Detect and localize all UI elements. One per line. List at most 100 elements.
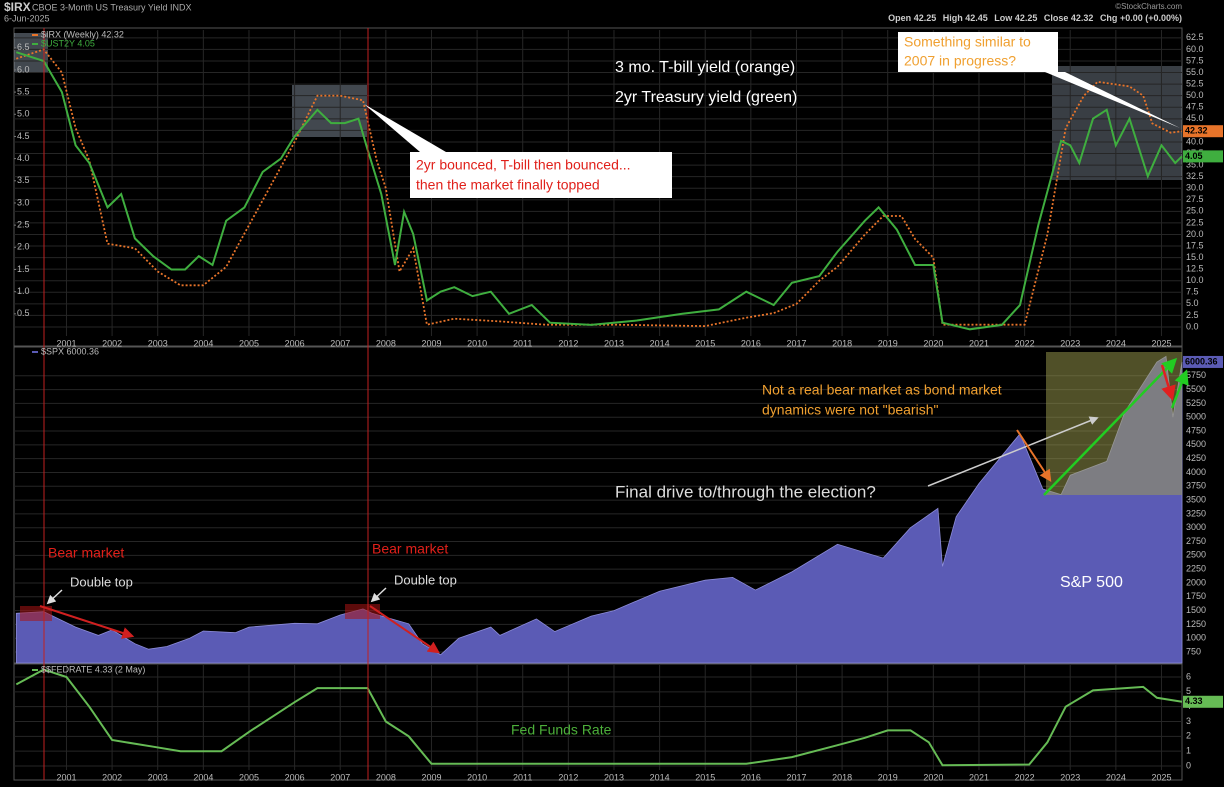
stats: Open 42.25 High 42.45 Low 42.25 Close 42… xyxy=(888,13,1182,23)
x-tick-label: 2015 xyxy=(695,772,715,782)
last-value-label: 4.05 xyxy=(1185,151,1203,161)
x-tick-label: 2024 xyxy=(1106,338,1126,348)
callout-pointer xyxy=(364,104,446,152)
y-tick-label: 5750 xyxy=(1186,370,1206,380)
x-tick-label: 2011 xyxy=(513,772,532,782)
x-tick-label: 2006 xyxy=(285,338,305,348)
highlight-box xyxy=(292,85,367,137)
callout-box xyxy=(898,32,1058,72)
plot: 2001 2002 2003 2004 2005 2006 2007 2008 2009 2010… xyxy=(14,30,1206,782)
stat-value: 42.25 xyxy=(914,13,937,23)
y-tick-label: 12.5 xyxy=(1186,264,1204,274)
x-tick-label: 2018 xyxy=(832,772,852,782)
y-tick-label: 1000 xyxy=(1186,633,1206,643)
symbol: $IRX xyxy=(4,0,31,14)
x-tick-label: 2001 xyxy=(56,772,76,782)
y-tick-label: 2 xyxy=(1186,731,1191,741)
x-tick-label: 2007 xyxy=(330,338,350,348)
stat-label: Close xyxy=(1044,13,1069,23)
annotation: Double top xyxy=(394,572,457,587)
y-tick-label: 0.5 xyxy=(17,308,30,318)
y-tick-label: 1500 xyxy=(1186,605,1206,615)
last-value-label: 6000.36 xyxy=(1185,356,1218,366)
last-value-label: 4.33 xyxy=(1185,696,1203,706)
annotations: 42.32 $IRX (Weekly) 42.32 4.05 $UST2Y 4.05 3… xyxy=(32,29,1223,738)
x-tick-label: 2009 xyxy=(421,772,441,782)
x-tick-label: 2017 xyxy=(786,338,806,348)
x-tick-label: 2010 xyxy=(467,338,487,348)
y-tick-label: 0.0 xyxy=(1186,321,1199,331)
annotation: 3 mo. T-bill yield (orange) xyxy=(615,59,795,76)
y-tick-label: 750 xyxy=(1186,646,1201,656)
annotation: Fed Funds Rate xyxy=(511,722,612,738)
y-tick-label: 3500 xyxy=(1186,494,1206,504)
legend-label: $SPX 6000.36 xyxy=(41,346,99,356)
annotation: then the market finally topped xyxy=(416,177,600,193)
arrow xyxy=(46,589,63,605)
y-tick-label: 30.0 xyxy=(1186,183,1204,193)
y-tick-label: 3.5 xyxy=(17,175,30,185)
x-tick-label: 2022 xyxy=(1015,772,1035,782)
y-tick-label: 3250 xyxy=(1186,508,1206,518)
x-tick-label: 2006 xyxy=(285,772,305,782)
annotation: Final drive to/through the election? xyxy=(615,482,876,501)
y-tick-label: 3000 xyxy=(1186,522,1206,532)
x-tick-label: 2009 xyxy=(421,338,441,348)
y-tick-label: 40.0 xyxy=(1186,136,1204,146)
last-value-box xyxy=(1183,695,1223,708)
legend-label: $$FEDRATE 4.33 (2 May) xyxy=(41,664,145,674)
y-tick-label: 2.5 xyxy=(1186,310,1199,320)
x-tick-label: 2002 xyxy=(102,338,122,348)
y-tick-label: 10.0 xyxy=(1186,275,1204,285)
x-tick-label: 2004 xyxy=(193,772,213,782)
x-tick-label: 2016 xyxy=(741,338,761,348)
stat-label: Open xyxy=(888,13,911,23)
y-tick-label: 60.0 xyxy=(1186,44,1204,54)
x-tick-label: 2024 xyxy=(1106,772,1126,782)
callout-pointer xyxy=(1045,72,1180,128)
annotation: S&P 500 xyxy=(1060,574,1123,591)
arrow xyxy=(369,605,440,654)
x-tick-label: 2011 xyxy=(513,338,532,348)
y-tick-label: 20.0 xyxy=(1186,229,1204,239)
x-tick-label: 2021 xyxy=(969,338,989,348)
annotation: 2007 in progress? xyxy=(904,53,1016,69)
y-tick-label: 2750 xyxy=(1186,536,1206,546)
x-tick-label: 2016 xyxy=(741,772,761,782)
x-tick-label: 2020 xyxy=(923,338,943,348)
last-value-box xyxy=(1183,355,1223,368)
stat-label: Low xyxy=(994,13,1013,23)
y-tick-label: 4.5 xyxy=(17,131,30,141)
overlays xyxy=(20,28,1189,780)
x-tick-label: 2025 xyxy=(1151,772,1171,782)
x-tick-label: 2017 xyxy=(786,772,806,782)
panel-frame xyxy=(13,27,1183,347)
y-tick-label: 3750 xyxy=(1186,481,1206,491)
annotation: 2yr Treasury yield (green) xyxy=(615,89,797,106)
x-tick-label: 2003 xyxy=(148,772,168,782)
y-tick-label: 2250 xyxy=(1186,564,1206,574)
x-tick-label: 2013 xyxy=(604,772,624,782)
y-tick-label: 3.0 xyxy=(17,197,30,207)
y-tick-label: 15.0 xyxy=(1186,252,1204,262)
series-line xyxy=(15,51,1183,331)
annotation: 2yr bounced, T-bill then bounced... xyxy=(416,157,631,173)
y-tick-label: 1.0 xyxy=(17,286,30,296)
y-tick-label: 1750 xyxy=(1186,591,1206,601)
x-tick-label: 2004 xyxy=(193,338,213,348)
legend-label: $UST2Y 4.05 xyxy=(41,38,95,48)
x-tick-label: 2010 xyxy=(467,772,487,782)
x-tick-label: 2014 xyxy=(650,772,670,782)
y-tick-label: 5.0 xyxy=(1186,298,1199,308)
y-tick-label: 57.5 xyxy=(1186,55,1204,65)
y-tick-label: 55.0 xyxy=(1186,67,1204,77)
x-tick-label: 2001 xyxy=(56,338,76,348)
stat-value: 42.32 xyxy=(1071,13,1094,23)
y-tick-label: 50.0 xyxy=(1186,90,1204,100)
y-tick-label: 22.5 xyxy=(1186,217,1204,227)
y-tick-label: 5.0 xyxy=(17,109,30,119)
x-tick-label: 2020 xyxy=(923,772,943,782)
arrow xyxy=(370,587,387,603)
x-tick-label: 2025 xyxy=(1151,338,1171,348)
